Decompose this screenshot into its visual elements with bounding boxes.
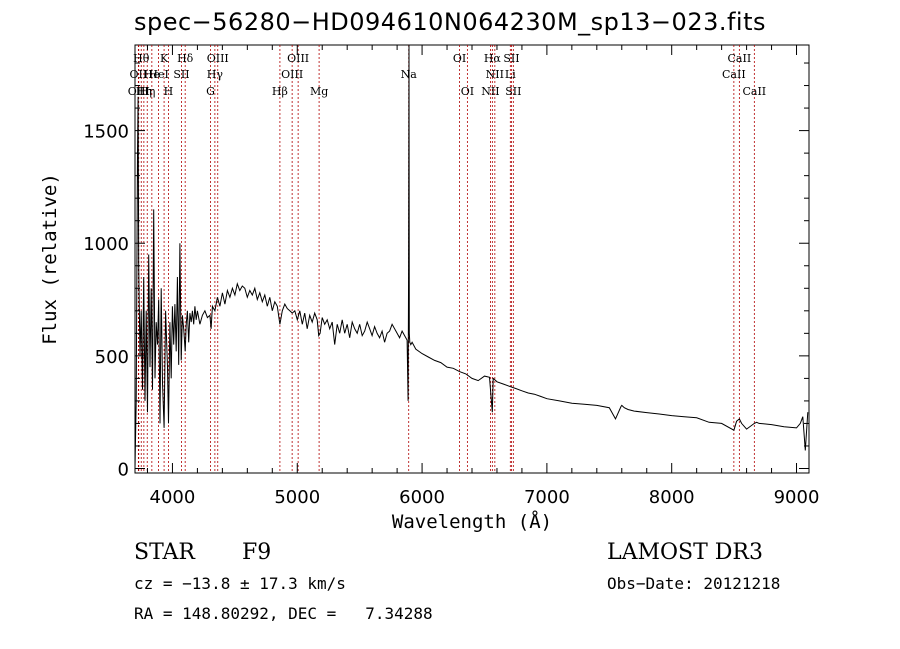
- spectral-line-label: Mg: [310, 85, 328, 98]
- x-tick-label: 4000: [150, 487, 196, 508]
- spectral-line-label: NII: [486, 68, 504, 81]
- spectral-line-label: Hθ: [133, 52, 150, 65]
- y-tick-label: 1500: [83, 122, 129, 143]
- spectral-line-label: OIII: [287, 52, 309, 65]
- spectral-line-label: NII: [481, 85, 499, 98]
- x-tick-label: 7000: [524, 487, 570, 508]
- obs-date: Obs−Date: 20121218: [607, 574, 781, 593]
- spectral-line-label: K: [160, 52, 169, 65]
- chart-title: spec−56280−HD094610N064230M_sp13−023.fit…: [133, 8, 767, 36]
- x-tick-label: 8000: [649, 487, 695, 508]
- subclass: F9: [242, 540, 272, 565]
- x-tick-label: 9000: [774, 487, 820, 508]
- spectral-line-label: Li: [505, 68, 516, 81]
- spectral-line-label: OIII: [128, 85, 150, 98]
- spectral-line-label: CaII: [742, 85, 766, 98]
- spectral-line-label: OI: [453, 52, 466, 65]
- spectral-line-label: Hα: [484, 52, 502, 65]
- y-tick-label: 0: [118, 459, 129, 480]
- y-tick-label: 500: [95, 347, 129, 368]
- spectral-line-label: SII: [173, 68, 189, 81]
- coordinates: RA = 148.80292, DEC = 7.34288: [134, 604, 433, 623]
- spectral-line-label: CaII: [728, 52, 752, 65]
- spectrum-line: [134, 44, 809, 469]
- spectral-line-label: H: [164, 85, 174, 98]
- spectral-line-label: CaII: [722, 68, 746, 81]
- spectral-line-label: OIII: [207, 52, 229, 65]
- spectral-line-label: OIII: [281, 68, 303, 81]
- survey-name: LAMOST DR3: [607, 540, 763, 565]
- spectral-line-label: He: [144, 68, 160, 81]
- spectral-line-label: G: [206, 85, 215, 98]
- x-tick-label: 6000: [399, 487, 445, 508]
- spectral-line-label: Hη: [139, 85, 155, 98]
- spectral-line-label: OI: [461, 85, 474, 98]
- y-tick-label: 1000: [83, 234, 129, 255]
- spectral-line-label: OII: [130, 68, 148, 81]
- y-axis-label: Flux (relative): [39, 173, 61, 345]
- spectral-line-label: SII: [503, 52, 519, 65]
- spectral-line-label: Hβ: [272, 85, 288, 98]
- object-class: STAR: [134, 540, 195, 565]
- x-tick-label: 5000: [274, 487, 320, 508]
- redshift-cz: cz = −13.8 ± 17.3 km/s: [134, 574, 346, 593]
- spectral-line-label: Hγ: [207, 68, 224, 81]
- plot-frame: [134, 44, 810, 474]
- spectral-line-label: HeI: [148, 68, 168, 81]
- x-axis-label: Wavelength (Å): [392, 510, 552, 533]
- spectral-line-label: Hδ: [177, 52, 194, 65]
- spectral-line-label: Hη: [136, 85, 152, 98]
- spectral-line-label: SII: [505, 85, 521, 98]
